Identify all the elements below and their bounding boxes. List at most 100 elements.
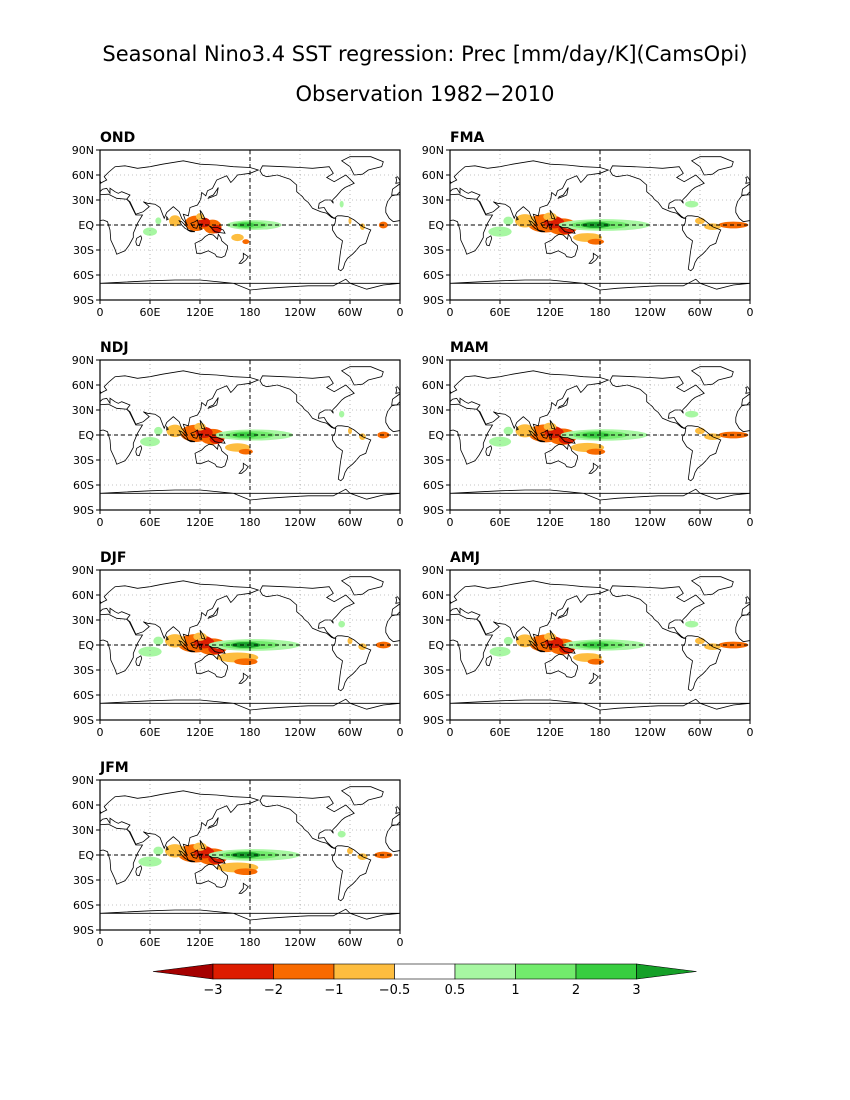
coastline xyxy=(100,403,144,465)
lon-tick-label: 0 xyxy=(397,306,404,319)
lat-tick-label: EQ xyxy=(428,429,444,442)
anomaly-region xyxy=(685,620,699,628)
coastline xyxy=(198,223,204,230)
coastline xyxy=(544,653,578,678)
colorbar-segment xyxy=(273,963,335,980)
figure-subtitle: Observation 1982−2010 xyxy=(295,82,554,106)
coastline xyxy=(450,179,452,184)
coastline xyxy=(609,375,705,429)
anomaly-region xyxy=(140,436,160,447)
anomaly-region xyxy=(339,410,345,418)
lon-tick-label: 120W xyxy=(634,726,666,739)
anomaly-region xyxy=(339,200,344,208)
coastline xyxy=(207,397,219,410)
panel-title: NDJ xyxy=(100,340,129,356)
colorbar-label: −1 xyxy=(324,983,343,998)
anomaly-region xyxy=(348,427,352,435)
colorbar-segment xyxy=(333,963,395,980)
anomaly-region xyxy=(153,846,164,855)
panel-title: JFM xyxy=(99,760,129,776)
anomaly-region xyxy=(242,239,250,245)
colorbar-label: −0.5 xyxy=(379,983,411,998)
coastline xyxy=(540,429,549,439)
coastline xyxy=(588,252,599,264)
colorbar-segment xyxy=(515,963,577,980)
anomaly-region xyxy=(154,426,163,435)
lat-tick-label: 60N xyxy=(72,589,94,602)
coastline xyxy=(208,855,226,864)
lat-tick-label: 90S xyxy=(423,504,444,517)
colorbar-label: 1 xyxy=(511,983,519,998)
lat-tick-label: 60S xyxy=(73,479,94,492)
coastline xyxy=(194,863,228,888)
colorbar-label: 3 xyxy=(632,983,640,998)
coastline xyxy=(187,859,196,863)
coastline xyxy=(450,193,494,255)
colorbar-label: 0.5 xyxy=(445,983,466,998)
lat-tick-label: 90S xyxy=(73,294,94,307)
panel-title: FMA xyxy=(450,130,484,146)
lat-tick-label: 60S xyxy=(423,269,444,282)
coastline xyxy=(690,366,734,386)
lat-tick-label: 30N xyxy=(72,824,94,837)
lat-tick-label: 90N xyxy=(72,144,94,157)
lon-tick-label: 120E xyxy=(536,306,564,319)
lat-tick-label: EQ xyxy=(428,219,444,232)
lat-tick-label: 30N xyxy=(422,404,444,417)
lon-tick-label: 60E xyxy=(140,306,161,319)
lon-tick-label: 60E xyxy=(140,726,161,739)
lon-tick-label: 0 xyxy=(97,306,104,319)
coastline xyxy=(198,643,204,650)
lon-tick-label: 60W xyxy=(338,306,363,319)
coastline xyxy=(100,193,144,255)
lat-tick-label: EQ xyxy=(78,219,94,232)
coastline xyxy=(340,366,384,386)
lon-tick-label: 60E xyxy=(140,936,161,949)
coastline xyxy=(332,425,372,482)
coastline xyxy=(450,160,610,225)
lat-tick-label: 30N xyxy=(72,614,94,627)
coastline xyxy=(690,156,734,176)
lon-tick-label: 180 xyxy=(590,306,611,319)
anomaly-region xyxy=(582,642,610,648)
anomaly-region xyxy=(489,646,511,657)
coastline xyxy=(100,370,260,435)
colorbar-label: −3 xyxy=(203,983,222,998)
coastline xyxy=(682,635,722,692)
coastline xyxy=(485,445,493,457)
anomaly-region xyxy=(587,238,604,245)
lon-tick-label: 180 xyxy=(240,306,261,319)
lat-tick-label: 90S xyxy=(73,924,94,937)
coastline xyxy=(450,389,452,394)
anomaly-region xyxy=(503,216,514,225)
coastline xyxy=(609,165,705,219)
lon-tick-label: 60E xyxy=(140,516,161,529)
lat-tick-label: 60N xyxy=(72,169,94,182)
lon-tick-label: 60W xyxy=(338,516,363,529)
lat-tick-label: 60S xyxy=(73,899,94,912)
coastline xyxy=(190,429,199,439)
coastline xyxy=(485,235,493,247)
lat-tick-label: 60N xyxy=(422,589,444,602)
coastline xyxy=(332,215,372,272)
lon-tick-label: 60W xyxy=(338,936,363,949)
lat-tick-label: 90S xyxy=(423,714,444,727)
lat-tick-label: 60S xyxy=(73,689,94,702)
lon-tick-label: 60W xyxy=(688,306,713,319)
coastline xyxy=(609,585,705,639)
anomaly-region xyxy=(515,424,535,438)
coastline xyxy=(588,462,599,474)
lat-tick-label: 60N xyxy=(72,379,94,392)
anomaly-region xyxy=(543,422,557,431)
lon-tick-label: 60W xyxy=(338,726,363,739)
lon-tick-label: 180 xyxy=(240,726,261,739)
lon-tick-label: 120W xyxy=(284,516,316,529)
lon-tick-label: 120W xyxy=(634,306,666,319)
coastline xyxy=(194,653,228,678)
anomaly-region xyxy=(348,217,352,225)
anomaly-region xyxy=(234,658,258,666)
coastline xyxy=(100,389,102,394)
